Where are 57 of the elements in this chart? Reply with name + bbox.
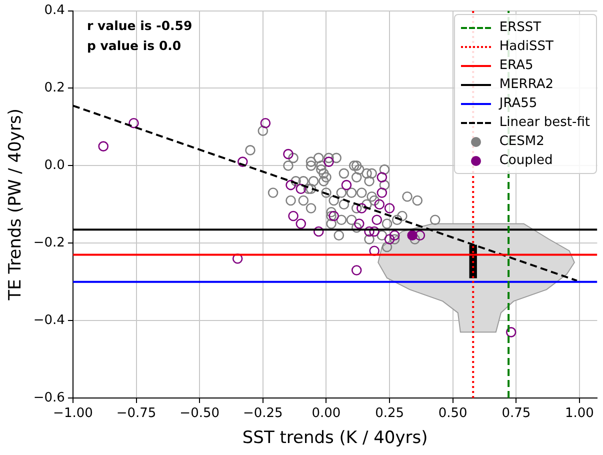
legend-label: CESM2 [499,134,544,149]
x-tick-label: −0.25 [242,406,283,422]
y-tick-label: −0.2 [33,235,65,250]
point [506,327,516,338]
point [286,180,296,190]
point [288,210,298,222]
x-tick-label: 0.50 [438,406,468,422]
point [414,230,426,241]
legend-label: ERSST [499,20,542,35]
point [374,199,385,210]
point [98,141,109,152]
y-tick-label: 0.0 [44,158,65,174]
legend-label: JRA55 [499,96,538,111]
point [128,118,139,128]
point [324,156,334,167]
x-tick-label: −0.75 [116,406,156,422]
x-tick-label: 0.25 [375,406,404,422]
point [356,203,367,214]
y-tick-label: −0.6 [33,390,65,406]
point [237,156,248,167]
point [296,218,306,229]
point [376,172,388,182]
point [369,246,380,256]
point [232,253,243,264]
point [384,234,395,244]
x-tick-label: 0.00 [312,406,341,422]
x-tick-label: 0.75 [502,406,531,422]
x-tick-label: −0.50 [180,406,220,422]
point [313,226,324,237]
legend-label: Coupled [499,153,553,168]
point [369,226,380,237]
legend-label: Linear best-fit [499,115,590,130]
y-tick-label: −0.4 [33,312,65,328]
legend-label: HadiSST [499,39,554,54]
y-tick-label: 0.4 [44,3,65,18]
x-tick-label: −1.00 [53,406,93,422]
point [328,210,339,222]
legend-label: ERA5 [499,58,534,73]
point [389,230,400,241]
point [296,184,306,194]
legend-label: MERRA2 [499,77,554,92]
x-tick-label: 1.00 [564,406,594,422]
y-axis-title: TE Trends (PW / 40yrs) [6,108,26,302]
annotation: r value is -0.59 [86,18,192,34]
annotation: p value is 0.0 [86,38,182,54]
x-axis-title: SST trends (K / 40yrs) [242,428,428,448]
point [372,214,382,226]
point [283,148,294,160]
point [364,226,374,237]
point [376,188,388,198]
point [407,230,418,241]
point [260,118,271,128]
point [384,203,395,214]
point [341,180,352,190]
y-tick-label: 0.2 [44,80,65,96]
point [351,265,362,276]
point [354,218,364,229]
